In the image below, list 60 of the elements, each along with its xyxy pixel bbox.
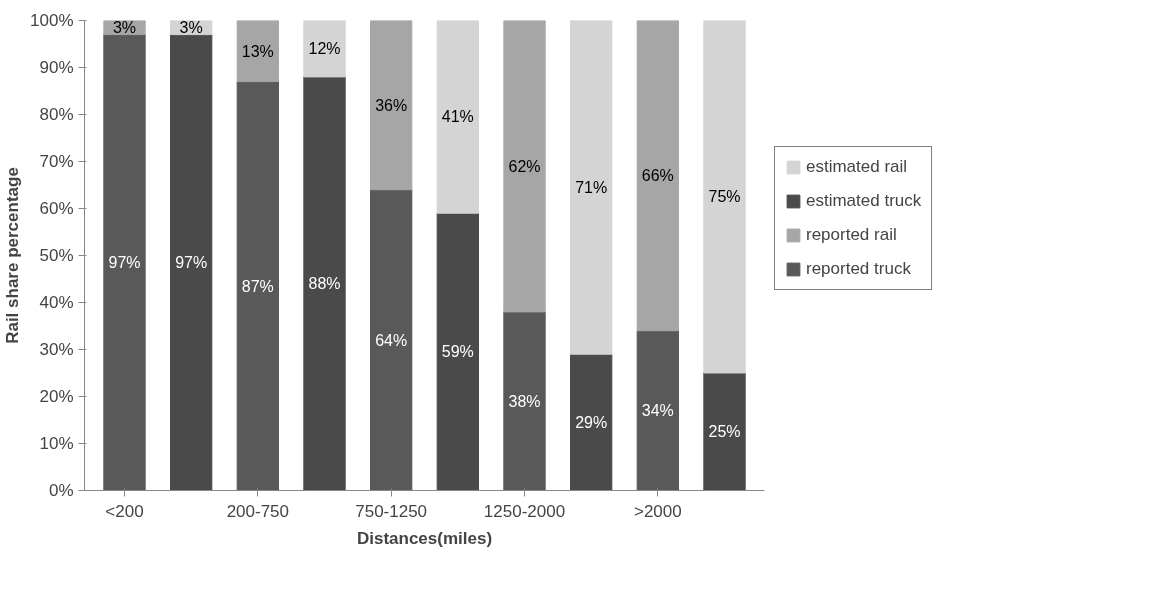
legend-label: reported truck [806, 259, 911, 279]
bar [503, 311, 546, 491]
x-axis-title: Distances(miles) [356, 528, 493, 548]
x-tick-label: 1250-2000 [483, 501, 566, 521]
y-tick-label: 0% [48, 481, 74, 500]
data-label: 59% [441, 343, 474, 361]
data-label: 41% [441, 108, 474, 126]
x-tick-label: >2000 [633, 501, 682, 521]
bar [103, 34, 146, 491]
y-axis-title: Rail share percentage [3, 167, 23, 344]
bar [636, 330, 679, 491]
bar [170, 34, 213, 491]
data-label: 87% [241, 277, 274, 295]
data-label: 3% [112, 19, 137, 37]
y-tick-label: 70% [39, 152, 74, 171]
y-tick-label: 90% [39, 58, 74, 77]
data-label: 88% [308, 275, 341, 293]
data-label: 3% [179, 19, 203, 37]
bar [570, 353, 613, 491]
data-label: 36% [375, 96, 408, 114]
bar [436, 20, 479, 214]
y-tick-label: 50% [39, 246, 74, 265]
data-label: 12% [308, 40, 341, 58]
y-tick-label: 60% [39, 199, 74, 218]
bar [703, 20, 746, 374]
data-label: 66% [641, 167, 674, 185]
bar [303, 20, 346, 78]
bar [503, 20, 546, 313]
data-label: 62% [508, 157, 541, 175]
bar [370, 20, 413, 191]
bar [303, 76, 346, 491]
bar [636, 20, 679, 332]
legend-label: estimated truck [806, 191, 922, 211]
data-label: 34% [641, 402, 674, 420]
x-tick-label: 750-1250 [355, 501, 428, 521]
bar [236, 81, 279, 491]
x-tick-label: <200 [105, 501, 144, 521]
y-tick-label: 20% [39, 387, 74, 406]
data-label: 97% [175, 254, 208, 272]
data-label: 71% [575, 178, 608, 196]
y-tick-label: 40% [39, 293, 74, 312]
data-label: 75% [708, 188, 741, 206]
bar [436, 212, 479, 491]
data-label: 97% [108, 254, 141, 272]
legend-label: reported rail [806, 225, 897, 245]
data-label: 29% [575, 413, 608, 431]
bar [570, 20, 613, 355]
y-tick-label: 80% [39, 105, 74, 124]
y-tick-label: 10% [39, 434, 74, 453]
data-label: 38% [508, 392, 541, 410]
x-tick-label: 200-750 [226, 501, 290, 521]
y-tick-label: 100% [30, 11, 74, 30]
bar [370, 189, 413, 491]
data-label: 13% [241, 42, 274, 60]
bar [703, 372, 746, 491]
bar [236, 20, 279, 83]
data-label: 64% [375, 331, 408, 349]
legend-label: estimated rail [806, 157, 908, 177]
y-tick-label: 30% [39, 340, 74, 359]
data-label: 25% [708, 423, 741, 441]
